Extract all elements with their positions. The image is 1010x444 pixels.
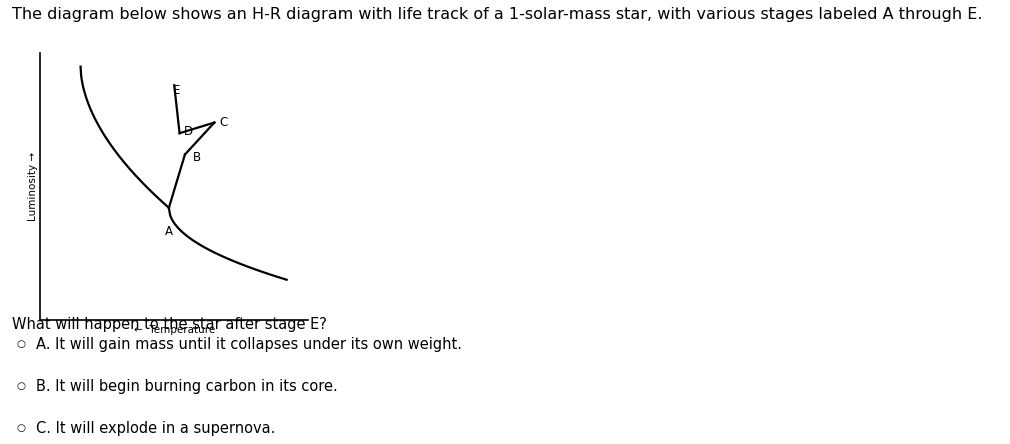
Text: A. It will gain mass until it collapses under its own weight.: A. It will gain mass until it collapses … (36, 337, 463, 352)
Y-axis label: Luminosity →: Luminosity → (27, 152, 37, 221)
Text: C. It will explode in a supernova.: C. It will explode in a supernova. (36, 421, 276, 436)
Text: ○: ○ (16, 381, 25, 391)
Text: C: C (220, 116, 228, 129)
Text: ○: ○ (16, 424, 25, 433)
Text: B. It will begin burning carbon in its core.: B. It will begin burning carbon in its c… (36, 379, 338, 394)
Text: D: D (184, 125, 193, 139)
Text: ○: ○ (16, 339, 25, 349)
Text: B: B (193, 151, 201, 164)
Text: A: A (165, 225, 173, 238)
Text: What will happen to the star after stage E?: What will happen to the star after stage… (12, 317, 327, 333)
X-axis label: ←  Temperature: ← Temperature (133, 325, 215, 335)
Text: E: E (173, 84, 181, 97)
Text: The diagram below shows an H-R diagram with life track of a 1-solar-mass star, w: The diagram below shows an H-R diagram w… (12, 7, 983, 22)
